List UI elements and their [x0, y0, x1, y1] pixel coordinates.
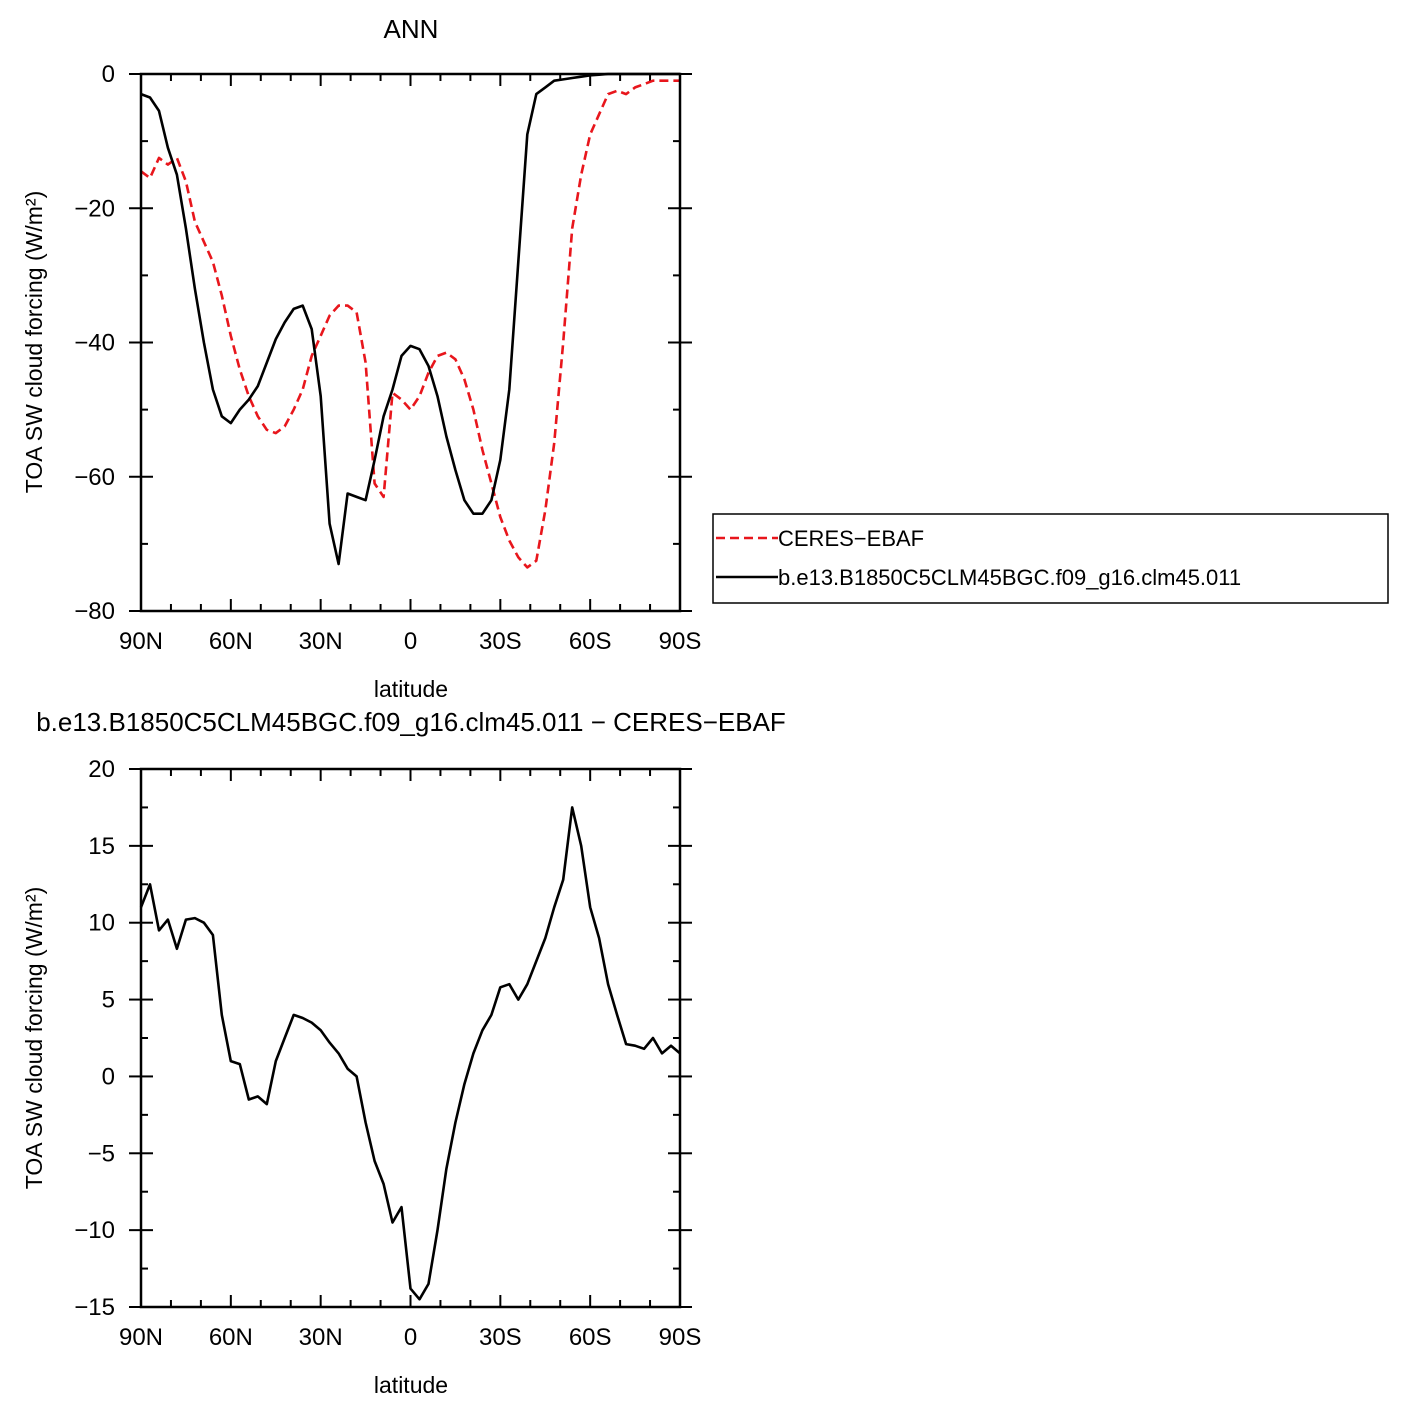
top-plot-frame [139, 72, 682, 613]
bottom-chart-title: b.e13.B1850C5CLM45BGC.f09_g16.clm45.011 … [36, 707, 786, 737]
bottom-x-axis-title: latitude [374, 1372, 448, 1398]
top-y-axis-title: TOA SW cloud forcing (W/m²) [21, 191, 47, 493]
top-series-line-0 [140, 79, 680, 569]
bottom-y-tick-label: −5 [88, 1140, 115, 1167]
bottom-y-tick-label: −10 [74, 1217, 115, 1244]
legend: CERES−EBAF b.e13.B1850C5CLM45BGC.f09_g16… [712, 513, 1389, 604]
bottom-x-tick-label: 60N [209, 1324, 253, 1351]
top-y-tick-label: −40 [74, 330, 115, 357]
top-x-tick-label: 30S [479, 628, 522, 655]
bottom-x-tick-label: 0 [404, 1324, 417, 1351]
bottom-x-tick-label: 90N [119, 1324, 163, 1351]
top-y-tick-label: −60 [74, 464, 115, 491]
bottom-y-tick-label: 5 [102, 987, 115, 1014]
top-x-tick-label: 90N [119, 628, 163, 655]
bottom-y-tick-label: 10 [88, 910, 115, 937]
top-series-lines [140, 72, 680, 569]
bottom-series-line-0 [139, 806, 681, 1301]
bottom-ticks [129, 768, 692, 1308]
top-x-tick-label: 90S [659, 628, 702, 655]
legend-box [712, 513, 1389, 604]
bottom-series-lines [139, 806, 681, 1301]
legend-label-ceres: CERES−EBAF [778, 526, 924, 551]
bottom-y-tick-labels: 20 15 10 5 0 −5 −10 −15 [74, 756, 115, 1321]
top-panel: ANN 90N 60N 30N 0 30S 60S 90S 0 −20 −40 −60 −80 la… [21, 14, 701, 702]
top-chart-title: ANN [384, 14, 439, 44]
top-series-line-1 [140, 72, 680, 566]
bottom-panel: b.e13.B1850C5CLM45BGC.f09_g16.clm45.011 … [21, 707, 786, 1398]
top-x-axis-title: latitude [374, 676, 448, 702]
legend-label-model: b.e13.B1850C5CLM45BGC.f09_g16.clm45.011 [778, 565, 1241, 590]
top-y-tick-label: 0 [102, 61, 115, 88]
bottom-y-tick-label: 0 [102, 1063, 115, 1090]
bottom-x-tick-label: 30N [299, 1324, 343, 1351]
bottom-y-tick-label: −15 [74, 1294, 115, 1321]
top-y-tick-labels: 0 −20 −40 −60 −80 [74, 61, 115, 625]
bottom-x-tick-label: 60S [569, 1324, 612, 1351]
top-x-tick-label: 60S [569, 628, 612, 655]
top-x-tick-labels: 90N 60N 30N 0 30S 60S 90S [119, 628, 701, 655]
top-y-tick-label: −20 [74, 195, 115, 222]
top-x-tick-label: 30N [299, 628, 343, 655]
bottom-x-tick-label: 30S [479, 1324, 522, 1351]
bottom-x-tick-labels: 90N 60N 30N 0 30S 60S 90S [119, 1324, 701, 1351]
top-y-tick-label: −80 [74, 598, 115, 625]
bottom-y-axis-title: TOA SW cloud forcing (W/m²) [21, 887, 47, 1189]
top-ticks [129, 73, 692, 612]
top-x-tick-label: 60N [209, 628, 253, 655]
bottom-y-tick-label: 20 [88, 756, 115, 783]
top-x-tick-label: 0 [404, 628, 417, 655]
bottom-x-tick-label: 90S [659, 1324, 702, 1351]
bottom-plot-frame [139, 767, 682, 1309]
bottom-y-tick-label: 15 [88, 833, 115, 860]
